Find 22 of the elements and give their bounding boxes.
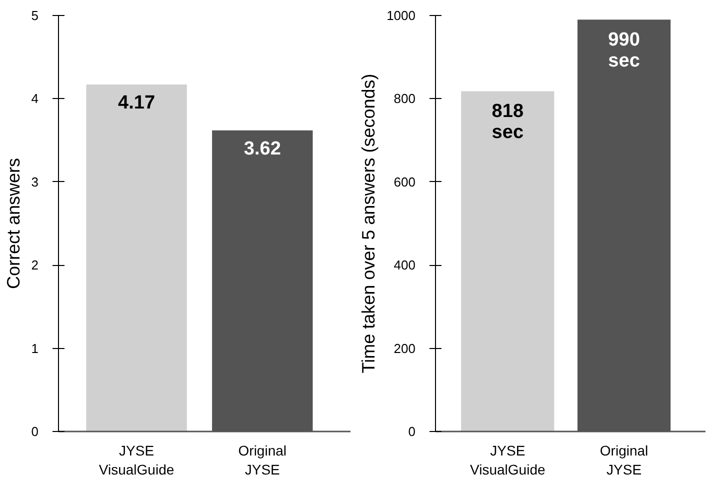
y-tick-label: 5 <box>31 8 39 23</box>
y-tick-label: 0 <box>31 424 39 439</box>
y-tick-label: 600 <box>394 174 416 190</box>
y-tick-label: 2 <box>31 258 39 273</box>
x-tick-label: Original JYSE <box>238 442 287 478</box>
y-tick-label: 1000 <box>386 8 416 23</box>
x-tick-label: JYSE VisualGuide <box>470 442 546 478</box>
data-label: 3.62 <box>244 138 281 160</box>
y-tick-label: 400 <box>394 258 416 273</box>
y-tick-label: 4 <box>31 91 39 106</box>
x-tick-label: JYSE VisualGuide <box>98 442 174 478</box>
x-tick-label: Original JYSE <box>600 442 648 478</box>
data-label: 818 sec <box>492 101 524 144</box>
y-axis-title: Time taken over 5 answers (seconds) <box>358 74 379 374</box>
y-tick-label: 200 <box>394 340 416 356</box>
y-tick-label: 1 <box>31 340 39 356</box>
y-tick-label: 800 <box>394 91 416 106</box>
data-label: 4.17 <box>118 92 156 114</box>
y-tick-label: 3 <box>31 174 39 190</box>
data-label: 990 sec <box>608 30 640 72</box>
y-tick-label: 0 <box>408 424 416 439</box>
y-axis-title: Correct answers <box>3 158 24 290</box>
